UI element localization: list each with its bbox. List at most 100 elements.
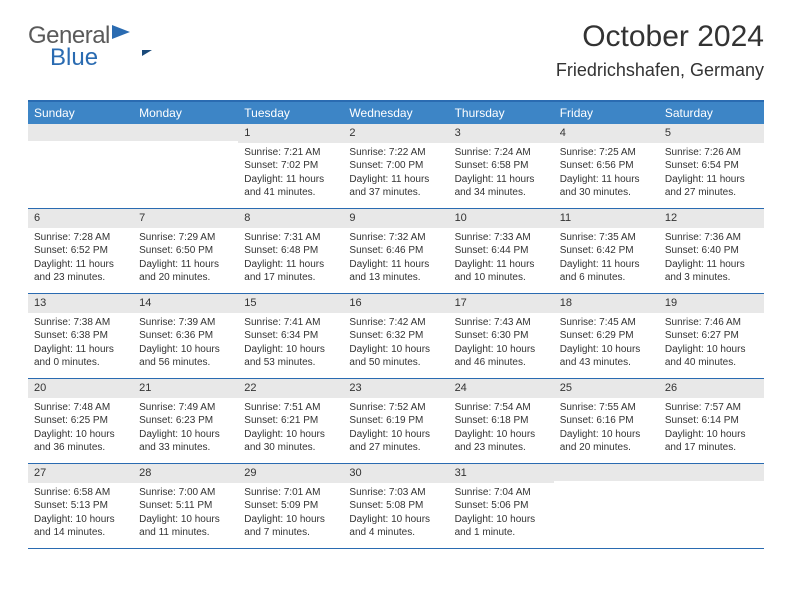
location: Friedrichshafen, Germany [556,60,764,81]
day-cell: 7Sunrise: 7:29 AMSunset: 6:50 PMDaylight… [133,209,238,293]
day-body: Sunrise: 7:35 AMSunset: 6:42 PMDaylight:… [554,228,659,291]
sunrise-text: Sunrise: 7:29 AM [139,231,232,245]
sunrise-text: Sunrise: 7:42 AM [349,316,442,330]
day-number [554,464,659,481]
day-number: 8 [238,209,343,228]
day-number: 7 [133,209,238,228]
sunset-text: Sunset: 6:56 PM [560,159,653,173]
dayname-thursday: Thursday [449,102,554,124]
day-number [659,464,764,481]
day-number: 26 [659,379,764,398]
sunset-text: Sunset: 6:18 PM [455,414,548,428]
day-number: 16 [343,294,448,313]
sunrise-text: Sunrise: 7:25 AM [560,146,653,160]
calendar-header-row: SundayMondayTuesdayWednesdayThursdayFrid… [28,102,764,124]
day-cell: 12Sunrise: 7:36 AMSunset: 6:40 PMDayligh… [659,209,764,293]
sunrise-text: Sunrise: 7:35 AM [560,231,653,245]
day-number: 29 [238,464,343,483]
sunrise-text: Sunrise: 7:26 AM [665,146,758,160]
daylight-text: Daylight: 11 hours and 41 minutes. [244,173,337,200]
sunset-text: Sunset: 6:54 PM [665,159,758,173]
sunset-text: Sunset: 6:44 PM [455,244,548,258]
daylight-text: Daylight: 11 hours and 17 minutes. [244,258,337,285]
day-number: 10 [449,209,554,228]
daylight-text: Daylight: 10 hours and 50 minutes. [349,343,442,370]
day-number: 12 [659,209,764,228]
day-cell-empty [659,464,764,548]
sunset-text: Sunset: 6:42 PM [560,244,653,258]
sunset-text: Sunset: 6:23 PM [139,414,232,428]
dayname-saturday: Saturday [659,102,764,124]
day-cell: 27Sunrise: 6:58 AMSunset: 5:13 PMDayligh… [28,464,133,548]
day-body: Sunrise: 7:57 AMSunset: 6:14 PMDaylight:… [659,398,764,461]
day-cell: 6Sunrise: 7:28 AMSunset: 6:52 PMDaylight… [28,209,133,293]
daylight-text: Daylight: 10 hours and 43 minutes. [560,343,653,370]
day-number: 19 [659,294,764,313]
day-body: Sunrise: 7:22 AMSunset: 7:00 PMDaylight:… [343,143,448,206]
day-number: 17 [449,294,554,313]
daylight-text: Daylight: 11 hours and 34 minutes. [455,173,548,200]
sunset-text: Sunset: 6:46 PM [349,244,442,258]
day-cell: 3Sunrise: 7:24 AMSunset: 6:58 PMDaylight… [449,124,554,208]
title-block: October 2024 Friedrichshafen, Germany [556,20,764,81]
day-number: 4 [554,124,659,143]
day-cell: 19Sunrise: 7:46 AMSunset: 6:27 PMDayligh… [659,294,764,378]
daylight-text: Daylight: 11 hours and 6 minutes. [560,258,653,285]
daylight-text: Daylight: 10 hours and 40 minutes. [665,343,758,370]
day-cell: 26Sunrise: 7:57 AMSunset: 6:14 PMDayligh… [659,379,764,463]
sunrise-text: Sunrise: 7:36 AM [665,231,758,245]
day-body: Sunrise: 7:33 AMSunset: 6:44 PMDaylight:… [449,228,554,291]
sunrise-text: Sunrise: 7:49 AM [139,401,232,415]
day-body: Sunrise: 7:43 AMSunset: 6:30 PMDaylight:… [449,313,554,376]
sunrise-text: Sunrise: 7:54 AM [455,401,548,415]
day-cell: 18Sunrise: 7:45 AMSunset: 6:29 PMDayligh… [554,294,659,378]
day-number: 6 [28,209,133,228]
sunrise-text: Sunrise: 7:39 AM [139,316,232,330]
dayname-tuesday: Tuesday [238,102,343,124]
daylight-text: Daylight: 10 hours and 11 minutes. [139,513,232,540]
daylight-text: Daylight: 10 hours and 23 minutes. [455,428,548,455]
day-body: Sunrise: 7:28 AMSunset: 6:52 PMDaylight:… [28,228,133,291]
day-cell: 13Sunrise: 7:38 AMSunset: 6:38 PMDayligh… [28,294,133,378]
day-number: 24 [449,379,554,398]
sunset-text: Sunset: 6:50 PM [139,244,232,258]
daylight-text: Daylight: 10 hours and 33 minutes. [139,428,232,455]
day-cell: 1Sunrise: 7:21 AMSunset: 7:02 PMDaylight… [238,124,343,208]
sunset-text: Sunset: 6:30 PM [455,329,548,343]
sunrise-text: Sunrise: 7:57 AM [665,401,758,415]
day-cell: 21Sunrise: 7:49 AMSunset: 6:23 PMDayligh… [133,379,238,463]
daylight-text: Daylight: 10 hours and 1 minute. [455,513,548,540]
week-row: 6Sunrise: 7:28 AMSunset: 6:52 PMDaylight… [28,209,764,294]
sunrise-text: Sunrise: 7:38 AM [34,316,127,330]
day-cell-empty [28,124,133,208]
daylight-text: Daylight: 11 hours and 13 minutes. [349,258,442,285]
sunrise-text: Sunrise: 7:31 AM [244,231,337,245]
dayname-wednesday: Wednesday [343,102,448,124]
day-number: 1 [238,124,343,143]
sunrise-text: Sunrise: 7:46 AM [665,316,758,330]
daylight-text: Daylight: 11 hours and 3 minutes. [665,258,758,285]
sunrise-text: Sunrise: 7:22 AM [349,146,442,160]
sunrise-text: Sunrise: 7:04 AM [455,486,548,500]
day-cell: 5 Sunrise: 7:26 AMSunset: 6:54 PMDaylight… [659,124,764,208]
sunset-text: Sunset: 5:13 PM [34,499,127,513]
day-body: Sunrise: 7:48 AMSunset: 6:25 PMDaylight:… [28,398,133,461]
day-number: 5 [659,124,764,143]
daylight-text: Daylight: 11 hours and 27 minutes. [665,173,758,200]
day-cell: 4Sunrise: 7:25 AMSunset: 6:56 PMDaylight… [554,124,659,208]
daylight-text: Daylight: 10 hours and 4 minutes. [349,513,442,540]
day-cell: 23Sunrise: 7:52 AMSunset: 6:19 PMDayligh… [343,379,448,463]
daylight-text: Daylight: 10 hours and 53 minutes. [244,343,337,370]
logo-shadow-icon [142,50,152,56]
sunrise-text: Sunrise: 7:21 AM [244,146,337,160]
day-number: 30 [343,464,448,483]
daylight-text: Daylight: 10 hours and 14 minutes. [34,513,127,540]
sunrise-text: Sunrise: 7:01 AM [244,486,337,500]
sunrise-text: Sunrise: 7:52 AM [349,401,442,415]
day-number [133,124,238,141]
day-number: 27 [28,464,133,483]
sunrise-text: Sunrise: 7:55 AM [560,401,653,415]
day-cell: 17Sunrise: 7:43 AMSunset: 6:30 PMDayligh… [449,294,554,378]
day-cell: 24 Sunrise: 7:54 AMSunset: 6:18 PMDayligh… [449,379,554,463]
week-row: 13Sunrise: 7:38 AMSunset: 6:38 PMDayligh… [28,294,764,379]
